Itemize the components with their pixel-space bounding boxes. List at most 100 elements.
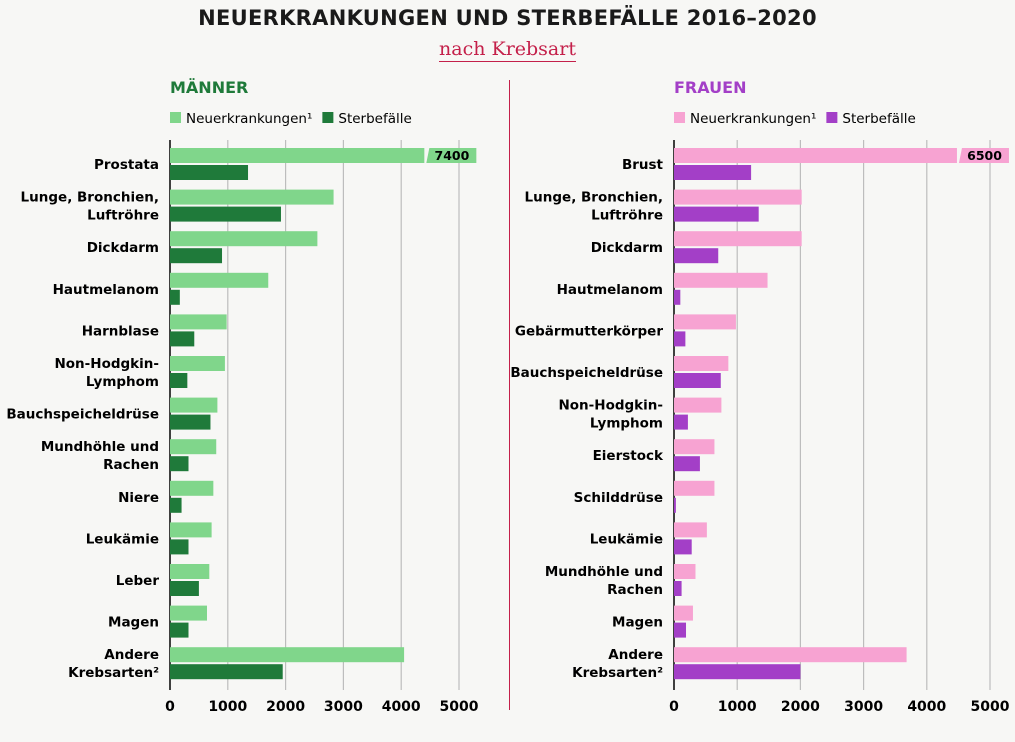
women-category-label-line: Lymphom (590, 416, 663, 432)
women-x-tick-label: 3000 (844, 699, 883, 715)
women-category-label-line: Bauchspeicheldrüse (510, 365, 663, 381)
women-legend-swatch-death (826, 112, 838, 123)
men-x-tick-label: 3000 (324, 699, 363, 715)
men-category-label-line: Andere (104, 647, 159, 663)
men-bar-death (170, 414, 211, 430)
women-x-tick-label: 2000 (781, 699, 820, 715)
women-legend-swatch-new (674, 112, 685, 123)
women-category-label: Andere Krebsarten² (572, 647, 663, 681)
women-category-label: Eierstock (593, 448, 664, 464)
women-legend: Neuerkrankungen¹ Sterbefälle (674, 111, 916, 127)
women-bar-death (674, 331, 686, 347)
men-bar-new (170, 605, 207, 621)
women-bar-new (674, 647, 907, 663)
chart-subtitle-text: nach Krebsart (439, 38, 576, 62)
women-bar-new (674, 189, 802, 205)
men-bar-new (170, 148, 425, 163)
women-category-label: Gebärmutterkörper (515, 323, 663, 339)
women-category-label: Bauchspeicheldrüse (510, 365, 663, 381)
men-category-label: Leber (116, 573, 160, 589)
women-bar-new (674, 272, 768, 288)
men-category-label: Andere Krebsarten² (68, 647, 159, 681)
men-x-tick-label: 4000 (382, 699, 421, 715)
men-bar-new (170, 522, 212, 538)
men-category-label-line: Niere (118, 490, 159, 506)
women-bar-death (674, 456, 700, 472)
men-bar-death (170, 289, 180, 305)
women-category-label-line: Rachen (607, 582, 663, 598)
men-category-label-line: Hautmelanom (53, 282, 159, 298)
men-bar-death (170, 373, 188, 388)
men-category-label-line: Krebsarten² (68, 665, 159, 681)
women-bar-death (674, 622, 687, 638)
women-category-label-line: Schilddrüse (574, 490, 663, 506)
men-category-label-line: Lunge, Bronchien, (21, 190, 159, 206)
men-legend-label-death: Sterbefälle (338, 111, 411, 127)
women-legend-label-death: Sterbefälle (842, 111, 915, 127)
women-category-label-line: Andere (608, 647, 663, 663)
women-bar-death (674, 414, 688, 430)
panel-divider (509, 80, 510, 710)
men-category-label-line: Dickdarm (87, 240, 159, 256)
women-bar-death (674, 539, 692, 555)
men-bar-new (170, 564, 210, 579)
men-legend-swatch-death (322, 112, 334, 123)
men-bar-new (170, 272, 269, 288)
women-category-label-line: Eierstock (593, 448, 664, 464)
men-bar-new (170, 314, 227, 330)
women-bar-new (674, 231, 802, 247)
men-bar-new (170, 480, 214, 496)
men-category-label-line: Bauchspeicheldrüse (6, 407, 159, 423)
men-bar-death (170, 165, 249, 180)
women-x-tick-label: 4000 (907, 699, 946, 715)
women-category-label-line: Gebärmutterkörper (515, 323, 663, 339)
men-category-label: Hautmelanom (53, 282, 159, 298)
men-category-label: Lunge, Bronchien, Luftröhre (21, 190, 159, 224)
men-x-tick-label: 0 (165, 699, 175, 715)
women-category-label: Schilddrüse (574, 490, 663, 506)
men-bar-new (170, 397, 218, 413)
women-panel-title: FRAUEN (674, 78, 746, 97)
men-category-label: Harnblase (82, 323, 159, 339)
women-legend-label-new: Neuerkrankungen¹ (690, 111, 816, 127)
men-category-label: Magen (108, 615, 159, 631)
men-bar-new (170, 356, 225, 371)
women-bar-value-label: 6500 (967, 148, 1002, 163)
men-category-label-line: Prostata (94, 157, 159, 173)
women-bar-new (674, 439, 715, 455)
men-category-label: Non-Hodgkin- Lymphom (54, 356, 159, 390)
men-category-label-line: Harnblase (82, 323, 159, 339)
men-bar-death (170, 622, 189, 638)
women-category-label-line: Krebsarten² (572, 665, 663, 681)
men-x-tick-label: 1000 (208, 699, 247, 715)
women-x-tick-label: 1000 (718, 699, 757, 715)
men-category-label-line: Mundhöhle und (41, 439, 159, 455)
women-bar-death (674, 289, 681, 305)
chart-subtitle: nach Krebsart (0, 38, 1015, 62)
men-bar-death (170, 664, 283, 680)
men-category-label-line: Leukämie (86, 531, 159, 547)
men-legend-swatch-new (170, 112, 181, 123)
women-bar-new (674, 522, 707, 538)
women-category-label: Magen (612, 615, 663, 631)
men-category-label-line: Leber (116, 573, 160, 589)
men-category-label: Bauchspeicheldrüse (6, 407, 159, 423)
men-x-tick-label: 2000 (266, 699, 305, 715)
women-bar-death (674, 373, 721, 388)
women-category-label: Leukämie (590, 531, 663, 547)
women-category-label: Lunge, Bronchien, Luftröhre (525, 190, 663, 224)
women-bar-new (674, 314, 736, 330)
women-category-label: Non-Hodgkin- Lymphom (558, 398, 663, 432)
men-bar-death (170, 248, 223, 264)
women-category-label-line: Mundhöhle und (545, 564, 663, 580)
men-category-label-line: Rachen (103, 457, 159, 473)
women-category-label-line: Brust (622, 157, 664, 173)
men-category-label: Prostata (94, 157, 159, 173)
men-category-label-line: Magen (108, 615, 159, 631)
men-bar-new (170, 647, 405, 663)
women-bar-new-tail (958, 148, 1009, 163)
women-category-label-line: Leukämie (590, 531, 663, 547)
men-panel-title: MÄNNER (170, 78, 248, 97)
women-category-label: Mundhöhle und Rachen (545, 564, 663, 598)
men-category-label-line: Lymphom (86, 374, 159, 390)
